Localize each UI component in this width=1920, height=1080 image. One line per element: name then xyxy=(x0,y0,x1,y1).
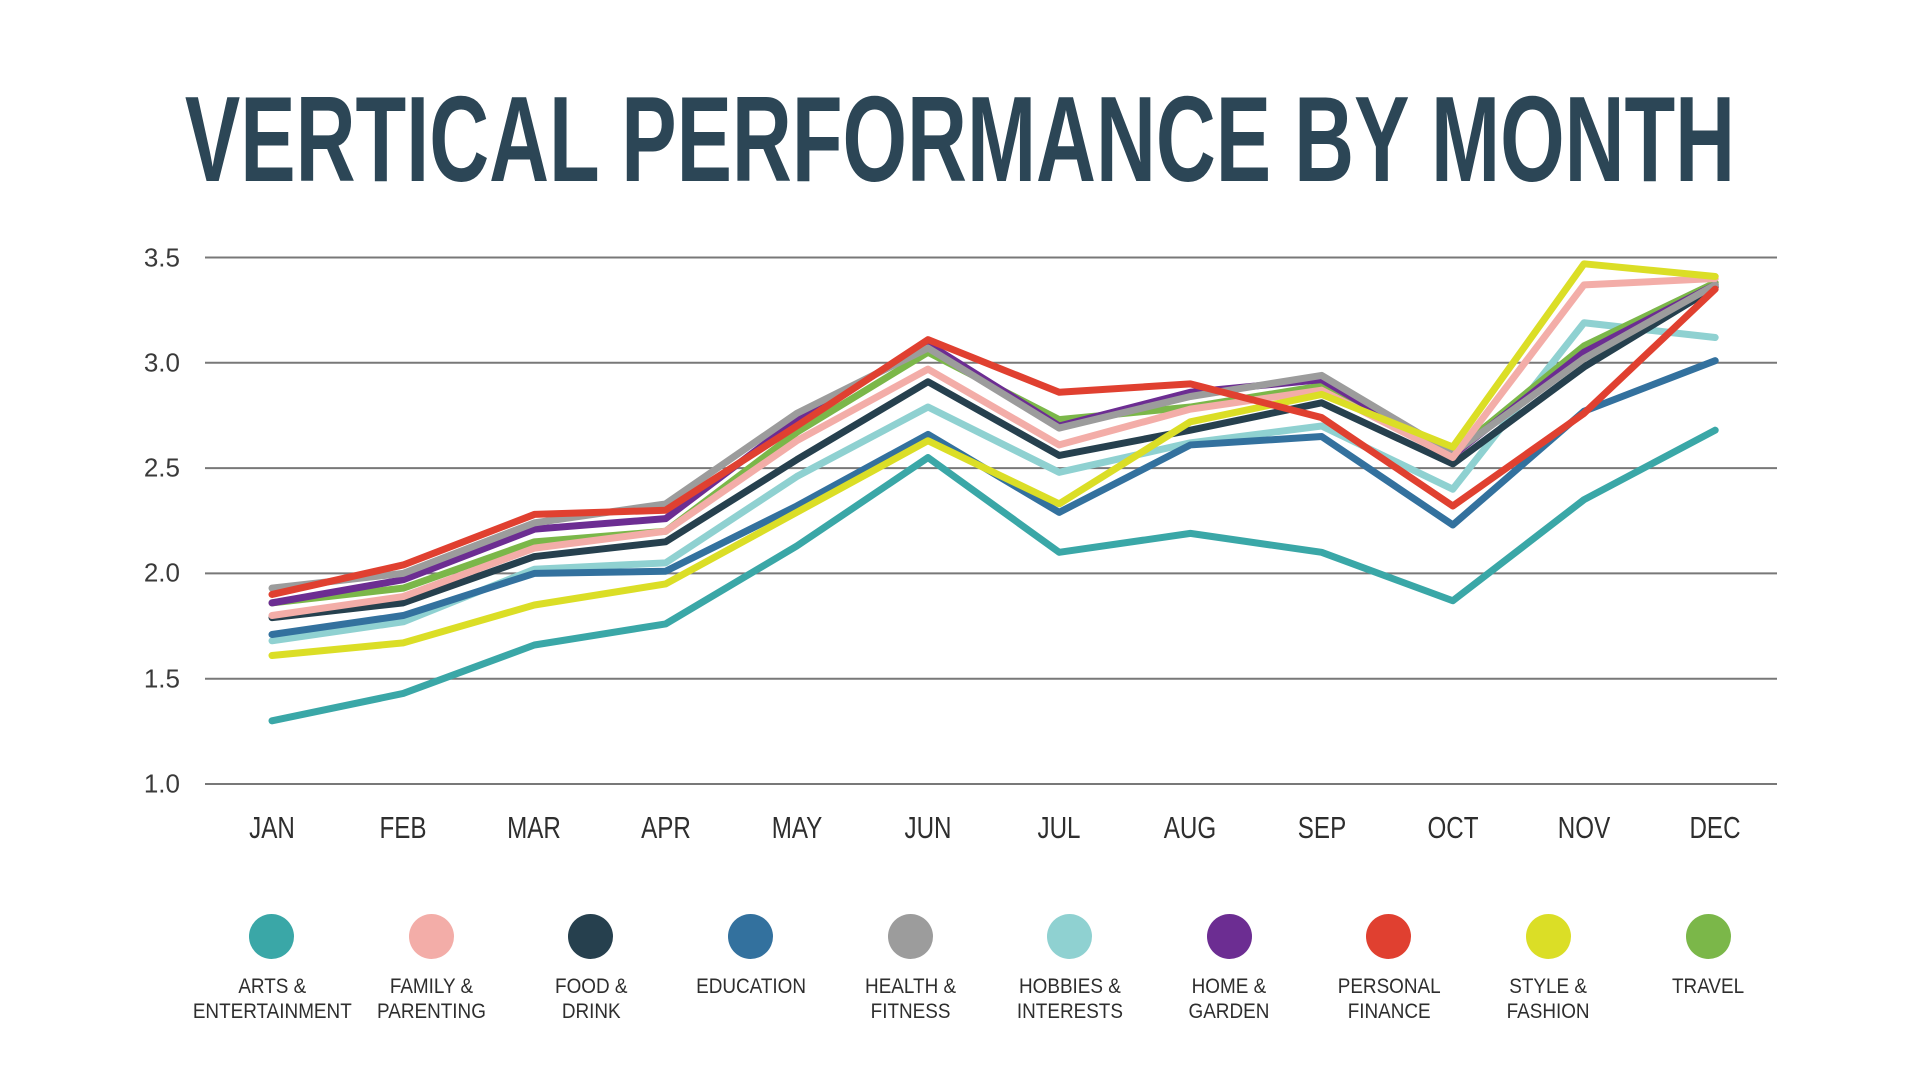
series-line-health-fitness xyxy=(268,281,1719,592)
legend-label: HOME & GARDEN xyxy=(1188,975,1270,1023)
legend-label: PERSONAL FINANCE xyxy=(1337,975,1441,1023)
x-axis-label-aug: AUG xyxy=(1164,810,1217,845)
legend-swatch-icon xyxy=(887,914,933,959)
series-line-personal-finance xyxy=(268,285,1719,598)
x-axis-label-mar: MAR xyxy=(507,810,562,845)
legend-swatch-icon xyxy=(1366,914,1412,959)
legend-label: HOBBIES & INTERESTS xyxy=(1016,975,1123,1023)
chart-title: VERTICAL PERFORMANCE BY MONTH xyxy=(184,71,1736,207)
legend-item-travel: TRAVEL xyxy=(1628,914,1788,1024)
x-axis-label-jul: JUL xyxy=(1037,810,1081,845)
legend-swatch-icon xyxy=(1685,914,1731,959)
x-axis-label-may: MAY xyxy=(771,810,823,845)
y-axis-label: 3.5 xyxy=(143,242,180,272)
legend-label: EDUCATION xyxy=(695,975,806,998)
x-axis-label-sep: SEP xyxy=(1297,810,1346,845)
x-axis-label-nov: NOV xyxy=(1557,810,1611,845)
x-axis-label-jan: JAN xyxy=(249,810,295,845)
x-axis-label-oct: OCT xyxy=(1427,810,1479,845)
x-axis-label-dec: DEC xyxy=(1689,810,1741,845)
legend-item-family-parenting: FAMILY & PARENTING xyxy=(352,914,512,1024)
series-line-style-fashion xyxy=(268,260,1719,660)
legend-item-education: EDUCATION xyxy=(671,914,831,1024)
legend-swatch-icon xyxy=(1206,914,1252,959)
legend-label: ARTS & ENTERTAINMENT xyxy=(192,975,352,1023)
y-axis-label: 2.5 xyxy=(143,452,180,483)
x-axis-label-jun: JUN xyxy=(904,810,952,845)
x-axis-label-feb: FEB xyxy=(379,810,427,845)
legend-swatch-icon xyxy=(728,914,774,959)
series-line-family-parenting xyxy=(268,275,1719,620)
legend: ARTS & ENTERTAINMENT FAMILY & PARENTING FOOD… xyxy=(192,914,1788,1024)
legend-label: FOOD & DRINK xyxy=(554,975,628,1023)
y-axis-label: 3.0 xyxy=(143,347,180,378)
legend-label: FAMILY & PARENTING xyxy=(376,975,486,1023)
legend-item-arts-entertainment: ARTS & ENTERTAINMENT xyxy=(192,914,352,1024)
series-line-arts-entertainment xyxy=(268,426,1719,725)
legend-swatch-icon xyxy=(1047,914,1093,959)
legend-item-food-drink: FOOD & DRINK xyxy=(511,914,671,1024)
legend-item-hobbies-interests: HOBBIES & INTERESTS xyxy=(990,914,1150,1024)
series-line-food-drink xyxy=(268,283,1719,622)
legend-label: TRAVEL xyxy=(1672,975,1745,998)
x-axis-label-apr: APR xyxy=(640,810,691,845)
y-axis-label: 1.5 xyxy=(143,663,180,694)
legend-swatch-icon xyxy=(408,914,454,959)
legend-item-style-fashion: STYLE & FASHION xyxy=(1469,914,1629,1024)
legend-item-home-garden: HOME & GARDEN xyxy=(1150,914,1310,1024)
legend-label: HEALTH & FITNESS xyxy=(864,975,956,1023)
legend-label: STYLE & FASHION xyxy=(1507,975,1591,1023)
legend-swatch-icon xyxy=(249,914,295,959)
legend-swatch-icon xyxy=(1526,914,1572,959)
legend-swatch-icon xyxy=(568,914,614,959)
legend-item-health-fitness: HEALTH & FITNESS xyxy=(830,914,990,1024)
y-axis-label: 2.0 xyxy=(143,557,180,588)
y-axis-label: 1.0 xyxy=(143,768,180,799)
legend-item-personal-finance: PERSONAL FINANCE xyxy=(1309,914,1469,1024)
